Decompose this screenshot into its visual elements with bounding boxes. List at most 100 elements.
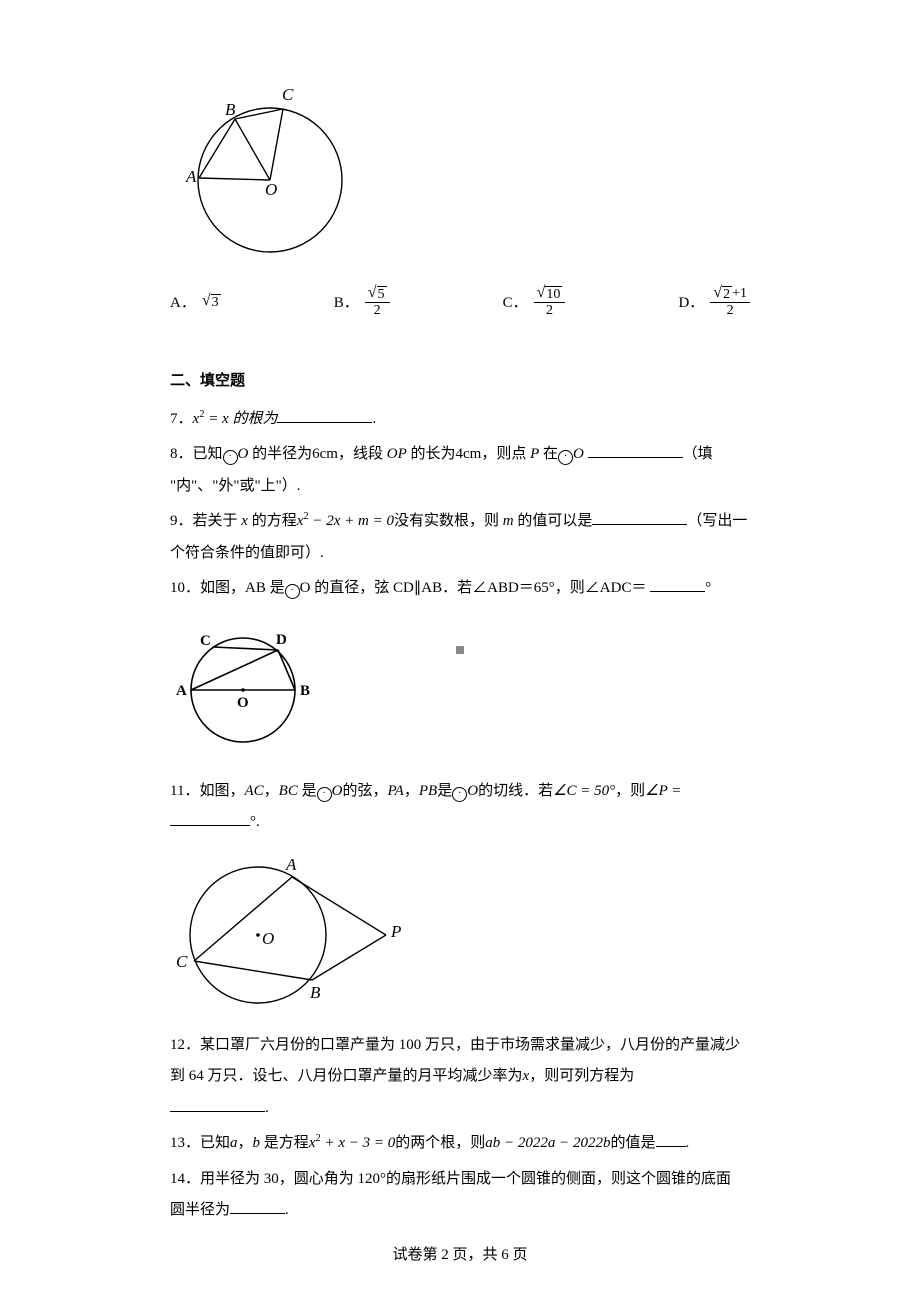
q11-t7: 的切线．若 [478, 783, 553, 799]
q9-line2: 个符合条件的值即可）. [170, 545, 324, 561]
q13-blank [656, 1131, 686, 1147]
choice-C: C． √10 2 [503, 285, 566, 319]
q10-num: 10． [170, 580, 200, 596]
q11-t8: ，则 [615, 783, 645, 799]
choice-B-value: √5 2 [365, 285, 390, 319]
q8-blank [588, 442, 683, 458]
q10-t2: O 的直径，弦 CD∥AB．若∠ABD＝65°，则∠ADC＝ [300, 580, 647, 596]
problem-8: 8．已知·O 的半径为6cm，线段 OP 的长为4cm，则点 P 在·O （填 … [170, 439, 750, 502]
q13-t3: 是方程 [260, 1135, 309, 1151]
choice-D: D． √2+1 2 [678, 285, 750, 319]
q8-t6: 在 [539, 446, 558, 462]
choice-A-letter: A． [170, 291, 196, 312]
problem-14: 14．用半径为 30，圆心角为 120°的扇形纸片围成一个圆锥的侧面，则这个圆锥… [170, 1164, 750, 1227]
q11-angp: ∠P = [645, 783, 681, 799]
q14-blank [230, 1198, 285, 1214]
label-B: B [310, 983, 321, 1002]
q11-t3: 是 [298, 783, 317, 799]
problem-9: 9．若关于 x 的方程x2 − 2x + m = 0没有实数根，则 m 的值可以… [170, 506, 750, 569]
q11-ac: AC [244, 783, 263, 799]
q9-num: 9． [170, 513, 193, 529]
choice-B-letter: B． [334, 291, 359, 312]
q12-l1: 某口罩厂六月份的口罩产量为 100 万只，由于市场需求量减少，八月份的产量减少 [200, 1037, 740, 1053]
problem-12: 12．某口罩厂六月份的口罩产量为 100 万只，由于市场需求量减少，八月份的产量… [170, 1030, 750, 1125]
figure-q10: A B C D O [170, 623, 750, 758]
q9-blank [592, 509, 687, 525]
choice-D-letter: D． [678, 291, 704, 312]
q10-t1: 如图，AB 是 [200, 580, 285, 596]
q14-l1: 用半径为 30，圆心角为 120°的扇形纸片围成一个圆锥的侧面，则这个圆锥的底面 [200, 1171, 731, 1187]
q9-x: x [241, 513, 248, 529]
choice-A-value: √3 [202, 293, 221, 311]
choice-A: A． √3 [170, 285, 221, 319]
page-footer: 试卷第 2 页，共 6 页 [170, 1243, 750, 1264]
label-A: A [285, 855, 297, 874]
label-O: O [262, 929, 274, 948]
q13-t4: 的两个根，则 [395, 1135, 485, 1151]
q14-num: 14． [170, 1171, 200, 1187]
q8-t3: ，线段 [338, 446, 387, 462]
q11-blank [170, 810, 250, 826]
q9-t1: 若关于 [193, 513, 242, 529]
q11-t5: ， [404, 783, 419, 799]
label-C: C [200, 633, 211, 649]
circle-o-icon: · [452, 787, 467, 802]
q7-mid: = x 的根为 [204, 411, 277, 427]
q8-t1: 已知 [193, 446, 223, 462]
problem-7: 7．x2 = x 的根为. [170, 404, 750, 436]
circle-o-icon: · [285, 584, 300, 599]
q8-p: P [530, 446, 539, 462]
q11-ang: ∠C = 50° [553, 783, 615, 799]
q13-t5: 的值是 [611, 1135, 656, 1151]
q11-pa: PA [387, 783, 403, 799]
q8-num: 8． [170, 446, 193, 462]
label-D: D [276, 632, 287, 648]
label-A: A [185, 167, 197, 186]
problem-10: 10．如图，AB 是·O 的直径，弦 CD∥AB．若∠ABD＝65°，则∠ADC… [170, 573, 750, 605]
q13-a: a [230, 1135, 238, 1151]
q9-t2: 的方程 [248, 513, 297, 529]
q12-num: 12． [170, 1037, 200, 1053]
label-O: O [237, 695, 249, 711]
q13-eqrest: + x − 3 = 0 [321, 1135, 396, 1151]
label-C: C [282, 85, 294, 104]
label-B: B [300, 683, 310, 699]
q11-num: 11． [170, 783, 199, 799]
q12-tail: . [265, 1100, 269, 1116]
choice-row: A． √3 B． √5 2 C． √10 2 D． √2+1 2 [170, 285, 750, 319]
q8-t2: 的半径为 [252, 446, 312, 462]
q10-blank [650, 576, 705, 592]
q9-t4: 的值可以是 [514, 513, 593, 529]
q13-num: 13． [170, 1135, 200, 1151]
q11-tail: °. [250, 814, 260, 830]
q12-l2b: ，则可列方程为 [529, 1068, 634, 1084]
q8-line2: "内"、"外"或"上"）. [170, 478, 301, 494]
q14-tail: . [285, 1202, 289, 1218]
q9-t3: 没有实数根，则 [394, 513, 503, 529]
q12-blank [170, 1096, 265, 1112]
label-O: O [265, 180, 277, 199]
q7-num: 7． [170, 411, 193, 427]
q14-l2a: 圆半径为 [170, 1202, 230, 1218]
slide-marker [456, 646, 464, 654]
choice-C-letter: C． [503, 291, 528, 312]
q8-tail: （填 [683, 446, 713, 462]
problem-11: 11．如图，AC，BC 是·O的弦，PA，PB是·O的切线．若∠C = 50°，… [170, 776, 750, 839]
label-B: B [225, 100, 236, 119]
q11-t4: 的弦， [342, 783, 387, 799]
q8-t4: 的长为 [407, 446, 456, 462]
q8-len: 4cm [456, 446, 482, 462]
q12-l2: 到 64 万只．设七、八月份口罩产量的月平均减少率为 [170, 1068, 523, 1084]
q13-expr: ab − 2022a − 2022b [485, 1135, 610, 1151]
q13-t1: 已知 [200, 1135, 230, 1151]
q11-bc: BC [279, 783, 298, 799]
q13-b: b [253, 1135, 261, 1151]
label-P: P [390, 922, 401, 941]
q9-tail: （写出一 [687, 513, 747, 529]
q11-t2: ， [264, 783, 279, 799]
q11-t1: 如图， [199, 783, 244, 799]
circle-o-icon: · [558, 450, 573, 465]
q7-blank [277, 407, 372, 423]
problem-13: 13．已知a，b 是方程x2 + x − 3 = 0的两个根，则ab − 202… [170, 1128, 750, 1160]
q13-tail: . [686, 1135, 690, 1151]
